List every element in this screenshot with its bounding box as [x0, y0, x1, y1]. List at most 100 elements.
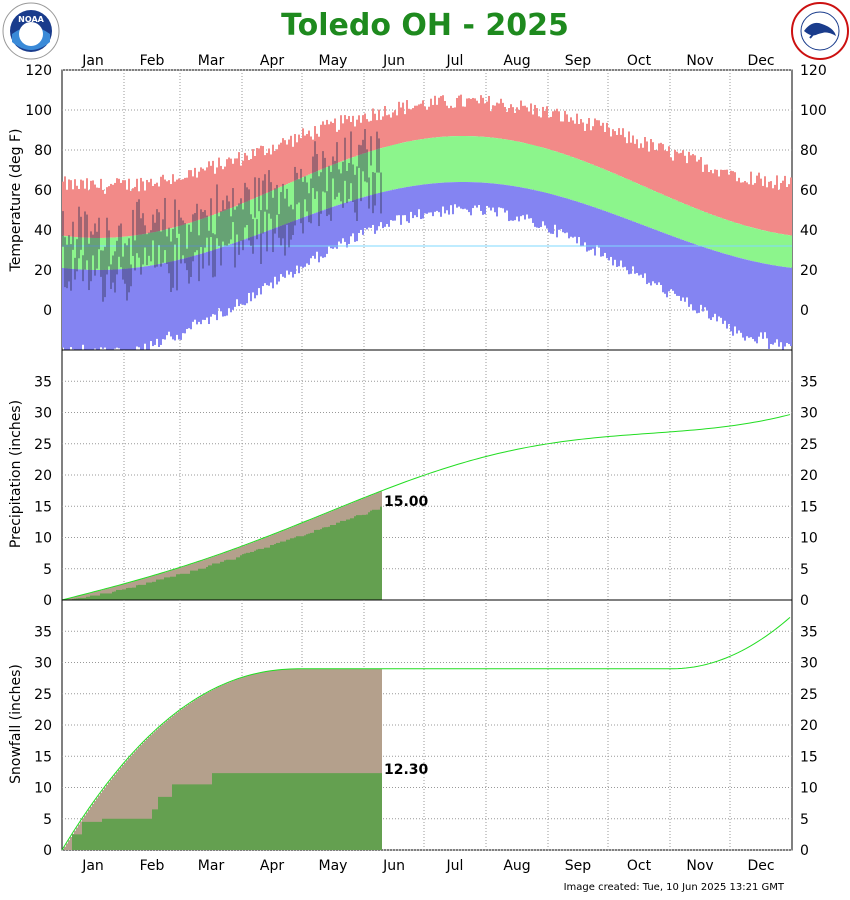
observed-snow-bar — [250, 773, 252, 850]
record-low-bar — [282, 225, 284, 277]
precipitation-to-date-label: 15.00 — [384, 494, 429, 510]
observed-precip-bar — [358, 515, 360, 600]
record-low-bar — [128, 268, 130, 350]
record-low-bar — [196, 254, 198, 325]
observed-temp-bar — [118, 225, 120, 257]
record-low-bar — [674, 237, 676, 294]
normal-range-bar — [530, 144, 532, 190]
observed-precip-bar — [270, 545, 272, 600]
normal-snow-bar — [234, 680, 236, 850]
record-low-bar — [600, 209, 602, 257]
normal-range-bar — [600, 167, 602, 210]
normal-snow-bar — [290, 668, 292, 850]
record-low-bar — [668, 234, 670, 292]
normal-range-bar — [766, 231, 768, 265]
tick-label-left: 15 — [34, 749, 52, 765]
observed-temp-bar — [332, 156, 334, 179]
observed-snow-bar — [310, 773, 312, 850]
observed-snow-bar — [78, 834, 80, 850]
record-low-bar — [644, 225, 646, 274]
observed-temp-bar — [316, 154, 318, 192]
observed-snow-bar — [116, 818, 118, 850]
normal-range-bar — [624, 178, 626, 219]
record-high-bar — [788, 184, 790, 236]
record-low-bar — [200, 253, 202, 325]
normal-range-bar — [776, 233, 778, 266]
normal-range-bar — [540, 147, 542, 192]
observed-precip-bar — [288, 539, 290, 600]
record-low-bar — [186, 257, 188, 330]
record-low-bar — [710, 249, 712, 321]
record-high-bar — [484, 103, 486, 137]
observed-precip-bar — [174, 576, 176, 600]
normal-range-bar — [508, 139, 510, 186]
observed-temp-bar — [80, 216, 82, 250]
observed-precip-bar — [128, 587, 130, 600]
record-low-bar — [324, 209, 326, 258]
record-high-bar — [362, 115, 364, 154]
temperature-axis-label: Temperature (deg F) — [8, 129, 24, 273]
record-low-bar — [696, 244, 698, 314]
record-high-bar — [368, 121, 370, 152]
tick-label-right: 0 — [800, 593, 809, 609]
observed-precip-bar — [156, 579, 158, 600]
normal-range-bar — [394, 144, 396, 190]
record-low-bar — [326, 208, 328, 254]
observed-temp-bar — [354, 174, 356, 213]
normal-snow-bar — [134, 751, 136, 850]
observed-snow-bar — [114, 818, 116, 850]
observed-snow-bar — [366, 773, 368, 850]
record-low-bar — [504, 184, 506, 213]
record-high-bar — [696, 161, 698, 209]
normal-range-bar — [426, 138, 428, 185]
record-high-bar — [526, 107, 528, 144]
normal-snow-bar — [218, 686, 220, 850]
record-low-bar — [566, 198, 568, 233]
record-high-bar — [580, 119, 582, 161]
image-credit: Image created: Tue, 10 Jun 2025 13:21 GM… — [564, 882, 785, 893]
tick-label-left: 30 — [34, 406, 52, 422]
observed-temp-bar — [158, 212, 160, 246]
record-high-bar — [528, 111, 530, 145]
tick-label-right: 100 — [800, 103, 827, 119]
observed-precip-bar — [86, 596, 88, 600]
record-low-bar — [292, 221, 294, 278]
normal-range-bar — [606, 170, 608, 212]
record-low-bar — [562, 197, 564, 233]
observed-temp-bar — [202, 211, 204, 269]
record-high-bar — [224, 166, 226, 211]
record-high-bar — [778, 189, 780, 234]
record-low-bar — [294, 220, 296, 275]
record-low-bar — [346, 202, 348, 248]
observed-snow-bar — [230, 773, 232, 850]
record-high-bar — [434, 95, 436, 138]
record-high-bar — [582, 122, 584, 161]
record-high-bar — [710, 170, 712, 215]
record-high-bar — [572, 120, 574, 158]
record-high-bar — [188, 170, 190, 224]
observed-temp-bar — [380, 172, 382, 214]
normal-snow-bar — [358, 668, 360, 850]
record-low-bar — [62, 268, 64, 348]
month-label: Feb — [140, 53, 165, 69]
observed-precip-bar — [296, 536, 298, 600]
observed-temp-bar — [144, 225, 146, 248]
normal-range-bar — [662, 194, 664, 233]
normal-snow-bar — [240, 677, 242, 850]
observed-temp-bar — [306, 182, 308, 212]
record-high-bar — [120, 182, 122, 238]
record-low-bar — [332, 206, 334, 249]
observed-snow-bar — [270, 773, 272, 850]
observed-temp-bar — [198, 235, 200, 282]
normal-range-bar — [602, 168, 604, 211]
month-label: Jul — [446, 53, 464, 69]
record-high-bar — [520, 100, 522, 143]
observed-temp-bar — [338, 169, 340, 193]
record-low-bar — [426, 184, 428, 214]
record-high-bar — [440, 96, 442, 137]
observed-snow-bar — [188, 784, 190, 850]
normal-range-bar — [774, 232, 776, 266]
normal-range-bar — [728, 220, 730, 255]
normal-snow-bar — [276, 670, 278, 850]
